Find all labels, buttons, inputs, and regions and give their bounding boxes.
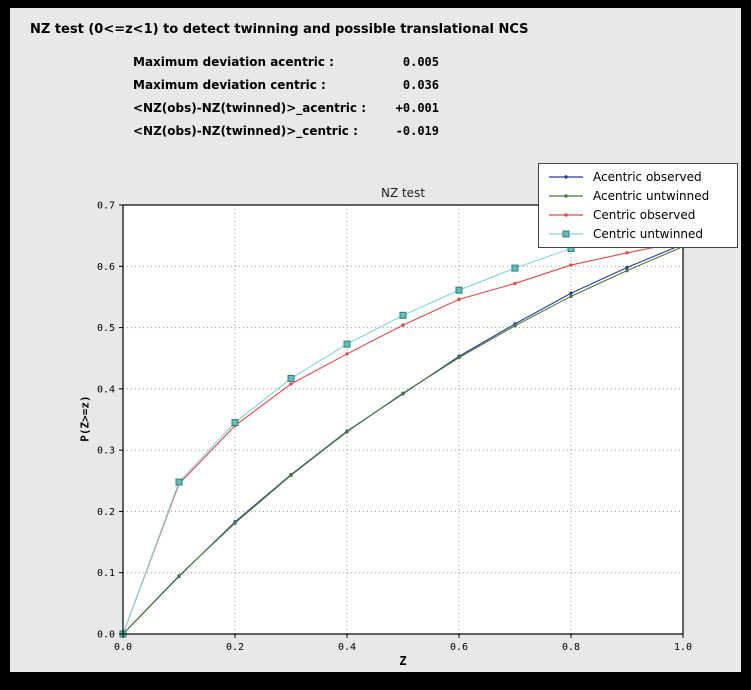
marker-acentric-untwinned — [345, 430, 349, 434]
stat-value-nz-diff-centric: -0.019 — [395, 123, 439, 138]
marker-centric-observed — [513, 281, 517, 286]
marker-acentric-untwinned — [289, 473, 293, 477]
legend-item: Acentric observed — [547, 168, 729, 186]
y-axis-label: P(Z>=z) — [78, 395, 92, 442]
marker-centric-untwinned — [175, 478, 183, 486]
x-tick-label: 0.2 — [226, 642, 244, 653]
y-tick-label: 0.5 — [97, 323, 115, 334]
legend-sample-line — [549, 213, 583, 217]
legend-label: Centric untwinned — [593, 227, 704, 241]
stat-row: <NZ(obs)-NZ(twinned)>_centric : -0.019 — [133, 119, 439, 142]
nz-test-window: NZ test (0<=z<1) to detect twinning and … — [10, 8, 741, 672]
marker-centric-untwinned — [511, 264, 519, 272]
y-tick-label: 0.3 — [97, 446, 115, 457]
marker-acentric-untwinned — [401, 391, 405, 395]
page-title: NZ test (0<=z<1) to detect twinning and … — [30, 22, 529, 37]
x-tick-label: 0.8 — [562, 642, 580, 653]
legend-item: Centric untwinned — [547, 225, 729, 243]
marker-centric-observed — [625, 251, 629, 255]
marker-centric-observed — [457, 297, 461, 302]
legend-sample-line — [549, 175, 583, 179]
stat-label-max-dev-acentric: Maximum deviation acentric : — [133, 54, 334, 69]
y-tick-label: 0.6 — [97, 262, 115, 273]
y-tick-label: 0.1 — [97, 568, 115, 579]
plot-area — [123, 205, 683, 634]
stat-value-max-dev-acentric: 0.005 — [402, 54, 439, 69]
marker-centric-observed — [569, 263, 573, 267]
plot-frame — [122, 204, 684, 635]
legend-sample-line — [549, 194, 583, 198]
stat-label-max-dev-centric: Maximum deviation centric : — [133, 77, 326, 92]
stat-row: Maximum deviation acentric : 0.005 — [133, 50, 439, 73]
x-tick-label: 0.0 — [114, 642, 132, 653]
stats-block: Maximum deviation acentric : 0.005 Maxim… — [133, 50, 439, 142]
y-tick-label: 0.4 — [97, 384, 115, 395]
marker-acentric-untwinned — [513, 324, 517, 328]
marker-centric-untwinned — [231, 419, 239, 427]
stat-row: <NZ(obs)-NZ(twinned)>_acentric : +0.001 — [133, 96, 439, 119]
stat-row: Maximum deviation centric : 0.036 — [133, 73, 439, 96]
legend-item: Centric observed — [547, 206, 729, 224]
stat-label-nz-diff-centric: <NZ(obs)-NZ(twinned)>_centric : — [133, 123, 358, 138]
marker-centric-untwinned — [399, 311, 407, 319]
x-tick-label: 1.0 — [674, 642, 692, 653]
chart-title: NZ test — [380, 186, 426, 200]
legend-item: Acentric untwinned — [547, 187, 729, 205]
marker-acentric-untwinned — [457, 355, 461, 360]
stat-value-nz-diff-acentric: +0.001 — [395, 100, 439, 115]
marker-acentric-untwinned — [625, 268, 629, 273]
marker-centric-observed — [289, 382, 293, 386]
y-tick-label: 0.7 — [97, 201, 115, 212]
marker-centric-untwinned — [287, 374, 295, 382]
legend-label: Acentric untwinned — [593, 189, 710, 203]
marker-centric-untwinned — [455, 286, 463, 294]
legend: Acentric observed Acentric untwinned Centr… — [538, 163, 738, 248]
marker-acentric-observed — [569, 291, 573, 295]
legend-label: Centric observed — [593, 208, 696, 222]
y-tick-label: 0.0 — [97, 630, 115, 641]
marker-acentric-untwinned — [177, 574, 181, 578]
marker-acentric-untwinned — [233, 521, 237, 525]
stat-value-max-dev-centric: 0.036 — [402, 77, 439, 92]
marker-centric-observed — [401, 323, 405, 327]
legend-sample-line — [549, 230, 583, 238]
x-tick-label: 0.4 — [338, 642, 356, 653]
y-tick-label: 0.2 — [97, 507, 115, 518]
stat-label-nz-diff-acentric: <NZ(obs)-NZ(twinned)>_acentric : — [133, 100, 366, 115]
marker-acentric-observed — [625, 265, 629, 270]
x-tick-label: 0.6 — [450, 642, 468, 653]
x-axis-label: Z — [399, 654, 407, 668]
marker-centric-observed — [345, 352, 349, 356]
nz-plot: 0.0 0.2 0.4 0.6 0.8 1.0 0.0 0.1 0.2 0.3 0.4 0.5 0.6 0… — [97, 201, 692, 654]
legend-label: Acentric observed — [593, 170, 702, 184]
marker-acentric-untwinned — [569, 294, 573, 299]
marker-centric-untwinned — [343, 340, 351, 348]
